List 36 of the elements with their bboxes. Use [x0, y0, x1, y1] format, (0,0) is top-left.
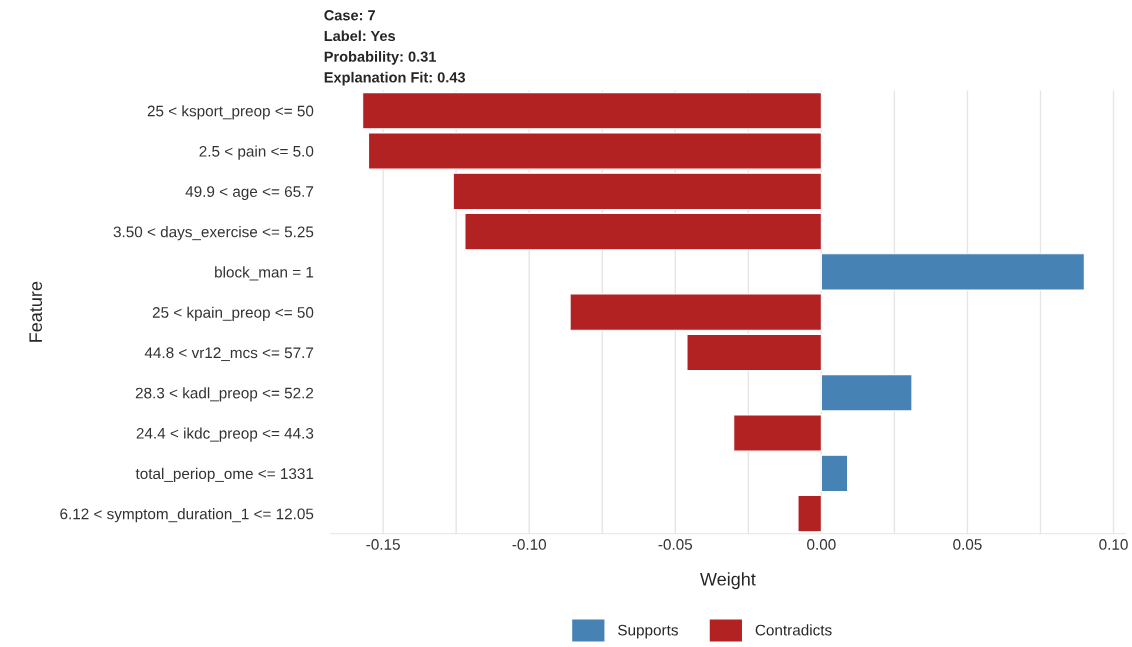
bar: [367, 132, 822, 170]
bar: [797, 494, 822, 533]
y-tick-label: 25 < kpain_preop <= 50: [152, 306, 314, 321]
text: Case: 7: [324, 10, 375, 21]
y-tick-label: 2.5 < pain <= 5.0: [199, 145, 314, 160]
y-tick-label: 25 < ksport_preop <= 50: [147, 105, 314, 120]
bar: [820, 374, 913, 412]
bar: [686, 333, 822, 372]
x-tick-label: -0.05: [658, 539, 693, 550]
y-tick-label: 6.12 < symptom_duration_1 <= 12.05: [60, 508, 314, 523]
y-tick-label: total_periop_ome <= 1331: [135, 467, 314, 483]
x-tick-label: -0.10: [512, 539, 547, 550]
bar: [569, 293, 822, 331]
x-tick-label: 0.10: [1099, 539, 1128, 550]
legend-label: Contradicts: [755, 624, 832, 636]
x-tick-label: 0.05: [953, 539, 982, 550]
bar: [452, 172, 822, 210]
y-tick-label: 24.4 < ikdc_preop <= 44.3: [136, 427, 314, 442]
bar: [464, 212, 822, 251]
y-tick-label: block_man = 1: [215, 266, 314, 281]
x-tick-label: 0.00: [807, 539, 836, 550]
text: Explanation Fit: 0.43: [324, 71, 466, 86]
bar: [820, 253, 1085, 291]
y-axis-title: Feature: [29, 281, 43, 342]
y-tick-label: 49.9 < age <= 65.7: [185, 186, 314, 201]
text: Label: Yes: [324, 30, 396, 42]
bar: [362, 92, 822, 130]
y-tick-label: 44.8 < vr12_mcs <= 57.7: [144, 347, 314, 362]
x-tick-label: -0.15: [366, 539, 400, 550]
bar: [820, 454, 849, 493]
x-axis-title: Weight: [700, 572, 756, 590]
y-tick-label: 28.3 < kadl_preop <= 52.2: [135, 387, 314, 402]
bar: [733, 414, 822, 452]
text: Probability: 0.31: [324, 51, 436, 65]
y-tick-label: 3.50 < days_exercise <= 5.25: [113, 226, 314, 241]
legend-label: Supports: [618, 624, 678, 639]
